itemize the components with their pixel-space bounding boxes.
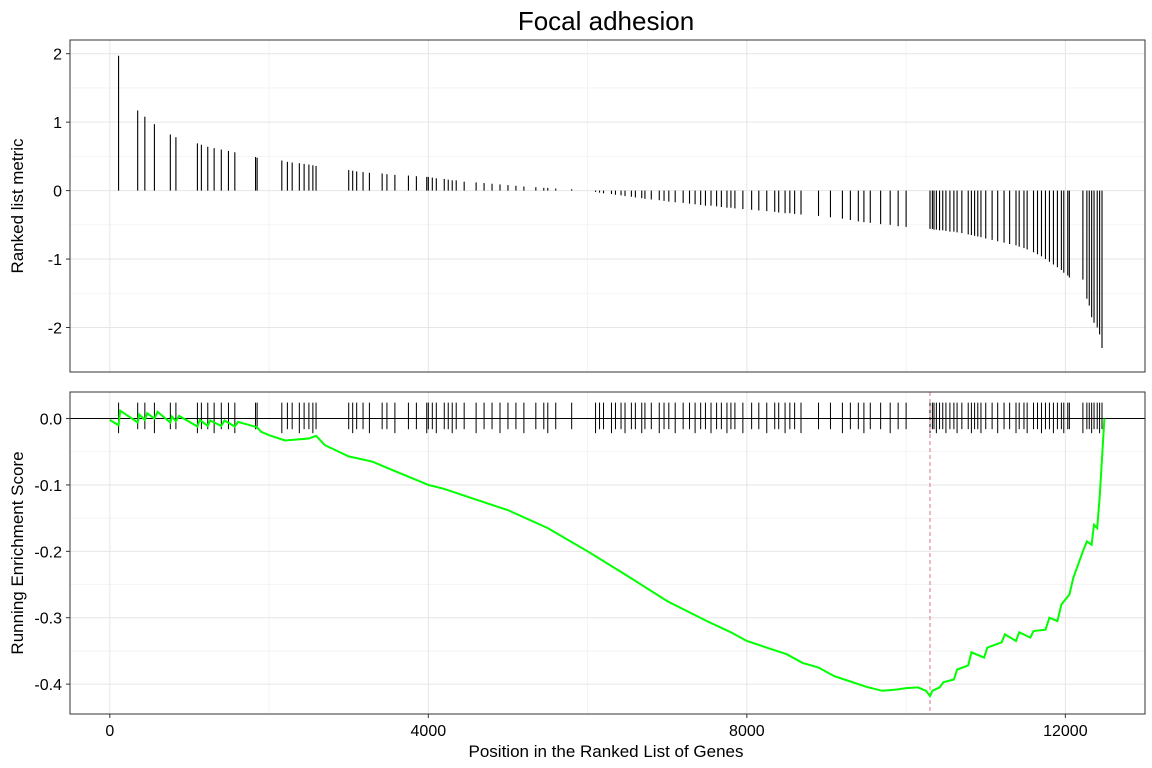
x-axis: 0 4000 8000 12000 (105, 714, 1088, 740)
x-tick-label: 12000 (1043, 723, 1088, 740)
x-tick-label: 4000 (411, 723, 447, 740)
bottom-y-tick-label: -0.1 (34, 478, 62, 495)
running-es-panel: 0.0 -0.1 -0.2 -0.3 -0.4 0 4000 8000 12000 Runni… (8, 391, 1146, 740)
chart-title: Focal adhesion (518, 6, 694, 36)
top-grid (70, 40, 1145, 372)
bottom-grid (70, 392, 1145, 714)
running-es-curve (109, 408, 1106, 699)
x-tick-label: 0 (105, 723, 114, 740)
top-y-tick-label: -1 (48, 252, 62, 269)
top-y-axis: 2 1 0 -1 -2 (48, 47, 70, 338)
top-y-tick-label: 1 (53, 115, 62, 132)
top-panel-border (69, 39, 1146, 373)
top-y-axis-label: Ranked list metric (8, 138, 27, 274)
bottom-y-tick-label: -0.3 (34, 611, 62, 628)
top-y-tick-label: 2 (53, 47, 62, 64)
gene-hit-marks (118, 402, 1103, 434)
bottom-y-axis: 0.0 -0.1 -0.2 -0.3 -0.4 (34, 412, 70, 694)
x-axis-label: Position in the Ranked List of Genes (469, 742, 744, 761)
bottom-y-axis-label: Running Enrichment Score (8, 451, 27, 654)
bottom-panel-border (69, 391, 1146, 715)
top-y-tick-label: 0 (53, 184, 62, 201)
bottom-y-tick-label: -0.4 (34, 677, 62, 694)
x-tick-label: 8000 (729, 723, 765, 740)
top-y-tick-label: -2 (48, 321, 62, 338)
ranked-metric-bars (118, 55, 1103, 349)
ranked-metric-panel: 2 1 0 -1 -2 Ranked list metric (8, 39, 1146, 373)
bottom-y-tick-label: -0.2 (34, 544, 62, 561)
bottom-y-tick-label: 0.0 (40, 412, 62, 429)
